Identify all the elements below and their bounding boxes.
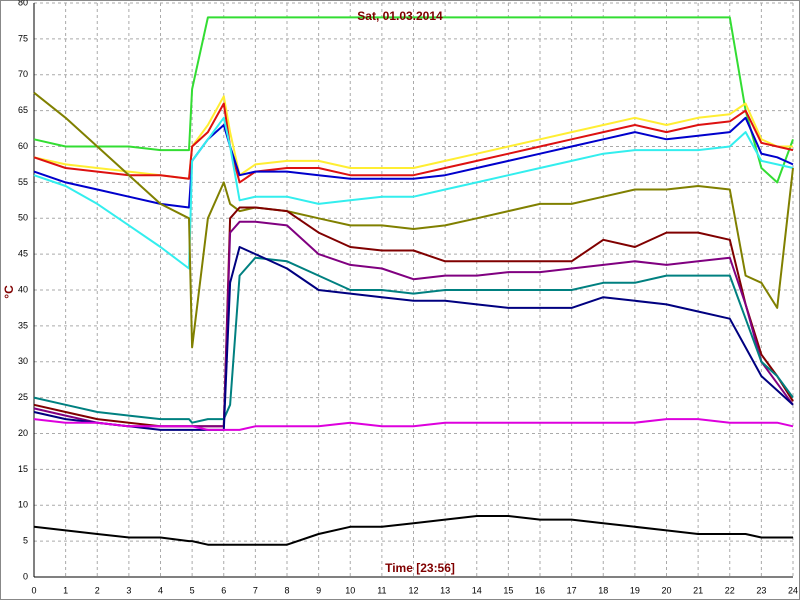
x-tick-label: 10 bbox=[345, 585, 355, 595]
y-tick-label: 75 bbox=[18, 33, 28, 43]
series-line bbox=[33, 91, 794, 349]
x-tick-label: 9 bbox=[316, 585, 321, 595]
x-tick-label: 13 bbox=[440, 585, 450, 595]
chart-title: Sat, 01.03.2014 bbox=[357, 9, 443, 23]
y-tick-label: 0 bbox=[23, 571, 28, 581]
y-tick-label: 35 bbox=[18, 320, 28, 330]
series-line bbox=[33, 515, 793, 546]
y-tick-label: 60 bbox=[18, 141, 28, 151]
y-tick-label: 40 bbox=[18, 284, 28, 294]
x-tick-label: 16 bbox=[535, 585, 545, 595]
x-tick-label: 0 bbox=[31, 585, 36, 595]
y-axis-label: °C bbox=[2, 285, 16, 299]
x-tick-label: 14 bbox=[472, 585, 482, 595]
series-line bbox=[33, 102, 794, 184]
x-tick-label: 3 bbox=[126, 585, 131, 595]
x-tick-label: 2 bbox=[95, 585, 100, 595]
x-tick-label: 5 bbox=[190, 585, 195, 595]
y-tick-label: 70 bbox=[18, 69, 28, 79]
x-axis-label: Time [23:56] bbox=[385, 561, 455, 575]
x-tick-label: 17 bbox=[567, 585, 577, 595]
y-tick-label: 15 bbox=[18, 464, 28, 474]
y-tick-label: 10 bbox=[18, 500, 28, 510]
y-tick-label: 45 bbox=[18, 249, 28, 259]
x-tick-label: 12 bbox=[408, 585, 418, 595]
y-tick-label: 25 bbox=[18, 392, 28, 402]
y-tick-label: 80 bbox=[18, 0, 28, 7]
y-tick-label: 55 bbox=[18, 177, 28, 187]
x-tick-label: 8 bbox=[284, 585, 289, 595]
series-line bbox=[33, 256, 794, 424]
y-tick-label: 20 bbox=[18, 428, 28, 438]
y-tick-label: 65 bbox=[18, 105, 28, 115]
x-tick-label: 7 bbox=[253, 585, 258, 595]
series-line bbox=[33, 116, 794, 209]
x-tick-label: 18 bbox=[598, 585, 608, 595]
x-tick-label: 22 bbox=[725, 585, 735, 595]
x-tick-label: 6 bbox=[221, 585, 226, 595]
x-tick-label: 4 bbox=[158, 585, 163, 595]
series-line bbox=[33, 418, 794, 431]
x-tick-label: 11 bbox=[377, 585, 386, 595]
series-line bbox=[33, 16, 794, 184]
x-tick-label: 19 bbox=[630, 585, 640, 595]
x-tick-label: 21 bbox=[693, 585, 703, 595]
y-tick-label: 50 bbox=[18, 213, 28, 223]
x-tick-label: 20 bbox=[661, 585, 671, 595]
y-tick-label: 5 bbox=[23, 536, 28, 546]
x-tick-label: 23 bbox=[756, 585, 766, 595]
y-tick-label: 30 bbox=[18, 356, 28, 366]
x-tick-label: 15 bbox=[503, 585, 513, 595]
series-line bbox=[33, 246, 794, 431]
x-tick-label: 24 bbox=[788, 585, 798, 595]
x-tick-label: 1 bbox=[63, 585, 68, 595]
series-line bbox=[33, 116, 794, 270]
